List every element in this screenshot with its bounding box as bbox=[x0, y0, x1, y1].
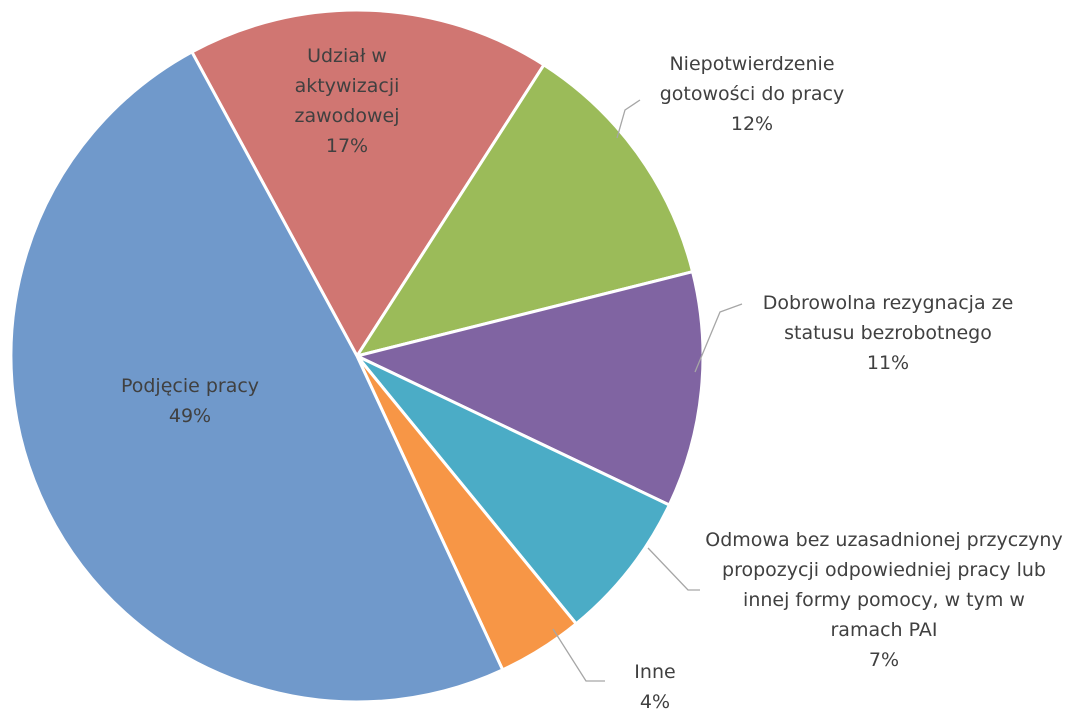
pie-slice-6 bbox=[9, 50, 505, 704]
slice-label-2: Niepotwierdzenie gotowości do pracy 12% bbox=[660, 53, 845, 135]
pie-slice-1 bbox=[190, 8, 546, 358]
slice-percent-5: 4% bbox=[640, 691, 670, 711]
slice-label-5: Inne 4% bbox=[634, 661, 675, 711]
leader-line-4 bbox=[647, 547, 700, 591]
slice-label-line: Inne bbox=[634, 661, 675, 683]
slice-label-line: aktywizacji bbox=[295, 75, 400, 97]
slice-label-3: Dobrowolna rezygnacja ze statusu bezrobot… bbox=[763, 292, 1014, 374]
slice-label-1: Udział w aktywizacji zawodowej 17% bbox=[295, 45, 400, 157]
slice-label-line: Udział w bbox=[307, 45, 387, 67]
slice-label-line: Niepotwierdzenie bbox=[669, 53, 834, 75]
pie-slices bbox=[9, 8, 705, 704]
slice-label-line: innej formy pomocy, w tym w bbox=[743, 589, 1025, 611]
slice-label-line: zawodowej bbox=[295, 105, 400, 127]
slice-percent-2: 12% bbox=[731, 113, 773, 135]
slice-label-line: Podjęcie pracy bbox=[121, 375, 259, 397]
pie-slice-3 bbox=[355, 270, 705, 507]
slice-percent-3: 11% bbox=[867, 352, 909, 374]
leader-line-2 bbox=[616, 99, 641, 139]
slice-label-line: statusu bezrobotnego bbox=[784, 322, 992, 344]
slice-label-line: ramach PAI bbox=[831, 619, 938, 641]
pie-slice-2 bbox=[355, 63, 695, 358]
leader-line-3 bbox=[694, 303, 743, 373]
slice-label-line: propozycji odpowiedniej pracy lub bbox=[722, 559, 1046, 581]
pie-slice-4 bbox=[355, 354, 671, 626]
slice-percent-4: 7% bbox=[869, 649, 899, 671]
slice-label-6: Podjęcie pracy 49% bbox=[121, 375, 259, 427]
slice-percent-1: 17% bbox=[326, 135, 368, 157]
leader-lines bbox=[552, 99, 743, 682]
slice-label-line: Dobrowolna rezygnacja ze bbox=[763, 292, 1014, 314]
slice-label-line: gotowości do pracy bbox=[660, 83, 845, 105]
slice-label-line: Odmowa bez uzasadnionej przyczyny bbox=[705, 529, 1062, 551]
slice-percent-6: 49% bbox=[169, 405, 211, 427]
slice-labels: Udział w aktywizacji zawodowej 17% Niepotwie… bbox=[121, 45, 1063, 711]
slice-label-4: Odmowa bez uzasadnionej przyczyny propozy… bbox=[705, 529, 1062, 671]
leader-line-5 bbox=[552, 628, 605, 682]
